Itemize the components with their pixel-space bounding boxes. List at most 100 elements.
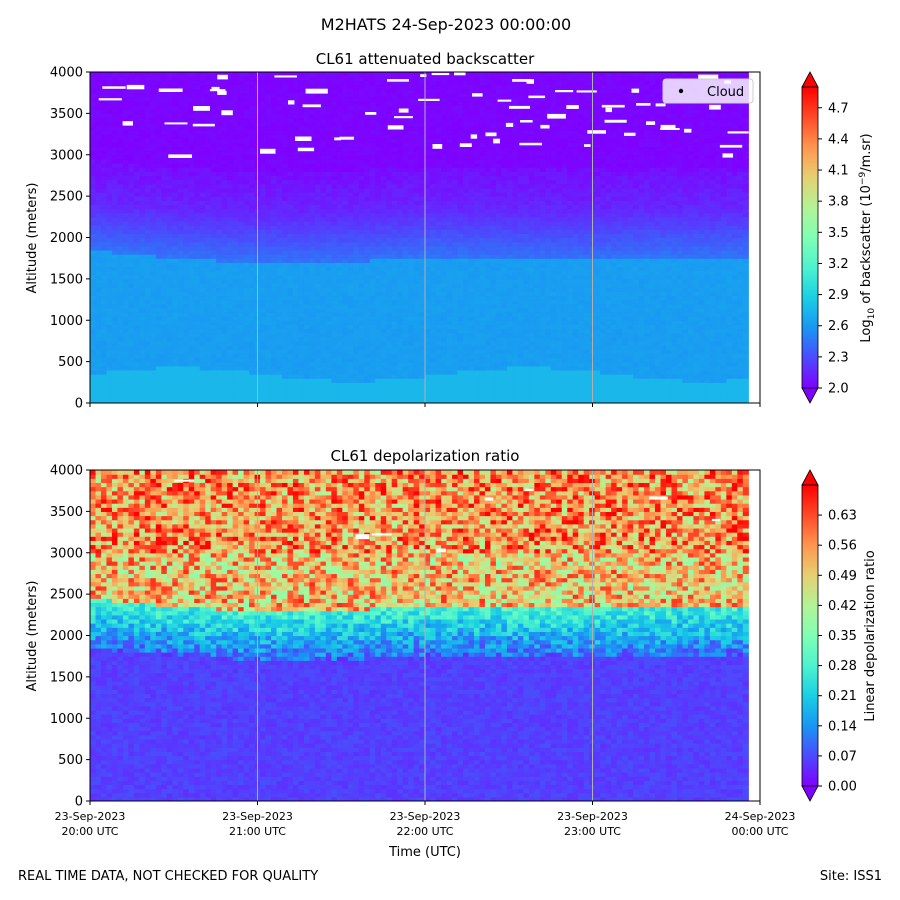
heatmap-cell (473, 382, 481, 388)
heatmap-cell (583, 332, 590, 338)
heatmap-cell (347, 237, 354, 243)
heatmap-cell (490, 382, 497, 388)
heatmap-cell (726, 398, 733, 403)
heatmap-cell (512, 361, 519, 367)
heatmap-cell (188, 291, 195, 297)
heatmap-cell (567, 382, 574, 388)
heatmap-cell (303, 311, 311, 317)
heatmap-cell (578, 254, 585, 259)
heatmap-cell (325, 262, 332, 268)
heatmap-cell (408, 278, 415, 284)
heatmap-cell (298, 332, 305, 338)
heatmap-cell (709, 270, 716, 276)
heatmap-cell (665, 382, 673, 388)
heatmap-cell (506, 382, 513, 388)
heatmap-cell (468, 283, 475, 288)
heatmap-cell (166, 336, 173, 342)
heatmap-cell (660, 233, 667, 239)
heatmap-cell (287, 320, 294, 325)
heatmap-cell (479, 332, 486, 338)
heatmap-cell (693, 303, 700, 309)
heatmap-cell (276, 254, 283, 259)
heatmap-cell (369, 394, 376, 400)
heatmap-cell (484, 303, 492, 309)
heatmap-cell (161, 237, 168, 243)
heatmap-cell (468, 311, 475, 317)
heatmap-cell (314, 295, 321, 301)
heatmap-cell (578, 237, 585, 243)
heatmap-cell (155, 374, 162, 379)
heatmap-cell (205, 382, 212, 388)
heatmap-cell (638, 245, 645, 251)
heatmap-cell (715, 299, 722, 305)
heatmap-cell (227, 249, 234, 255)
heatmap-cell (232, 369, 239, 375)
heatmap-cell (446, 316, 453, 321)
heatmap-cell (380, 394, 387, 400)
heatmap-cell (238, 291, 245, 297)
heatmap-cell (402, 249, 409, 255)
heatmap-cell (90, 303, 97, 309)
heatmap-cell (452, 229, 459, 234)
heatmap-cell (402, 398, 409, 403)
heatmap-cell (166, 287, 173, 292)
heatmap-cell (386, 316, 393, 321)
heatmap-cell (380, 332, 387, 338)
heatmap-cell (495, 291, 503, 297)
heatmap-cell (139, 378, 146, 383)
heatmap-cell (556, 249, 563, 255)
heatmap-cell (572, 386, 579, 392)
heatmap-cell (605, 254, 612, 259)
heatmap-cell (726, 324, 733, 330)
heatmap-cell (501, 328, 508, 334)
heatmap-cell (638, 382, 645, 388)
heatmap-cell (199, 270, 206, 276)
heatmap-cell (386, 233, 393, 239)
heatmap-cell (128, 295, 135, 301)
heatmap-cell (194, 254, 201, 259)
heatmap-cell (698, 270, 705, 276)
heatmap-cell (331, 299, 338, 305)
heatmap-cell (325, 287, 332, 292)
heatmap-cell (216, 303, 223, 309)
heatmap-cell (117, 316, 124, 321)
heatmap-cell (309, 270, 316, 276)
heatmap-cell (649, 320, 656, 325)
heatmap-cell (446, 365, 453, 371)
heatmap-cell (100, 369, 108, 375)
heatmap-cell (627, 361, 634, 367)
heatmap-cell (446, 328, 453, 334)
heatmap-cell (402, 299, 409, 305)
heatmap-cell (391, 357, 398, 363)
heatmap-cell (501, 254, 508, 259)
heatmap-cell (369, 266, 376, 272)
heatmap-cell (512, 345, 519, 350)
heatmap-cell (742, 369, 749, 375)
heatmap-cell (435, 233, 442, 239)
heatmap-cell (243, 357, 250, 363)
heatmap-cell (715, 328, 722, 334)
heatmap-cell (572, 320, 579, 325)
heatmap-cell (243, 374, 250, 379)
heatmap-cell (463, 374, 470, 379)
heatmap-cell (616, 274, 623, 280)
heatmap-cell (413, 303, 420, 309)
heatmap-cell (227, 245, 234, 251)
heatmap-cell (567, 378, 574, 383)
heatmap-cell (600, 398, 607, 403)
heatmap-cell (166, 382, 173, 388)
heatmap-cell (408, 357, 415, 363)
heatmap-cell (649, 357, 656, 363)
heatmap-cell (336, 357, 343, 363)
heatmap-cell (578, 266, 585, 272)
heatmap-cell (177, 233, 184, 239)
heatmap-cell (172, 274, 179, 280)
heatmap-cell (649, 378, 656, 383)
heatmap-cell (594, 365, 601, 371)
heatmap-cell (430, 357, 437, 363)
heatmap-cell (238, 349, 245, 354)
heatmap-cell (265, 328, 272, 334)
heatmap-cell (106, 332, 113, 338)
heatmap-cell (452, 245, 459, 251)
